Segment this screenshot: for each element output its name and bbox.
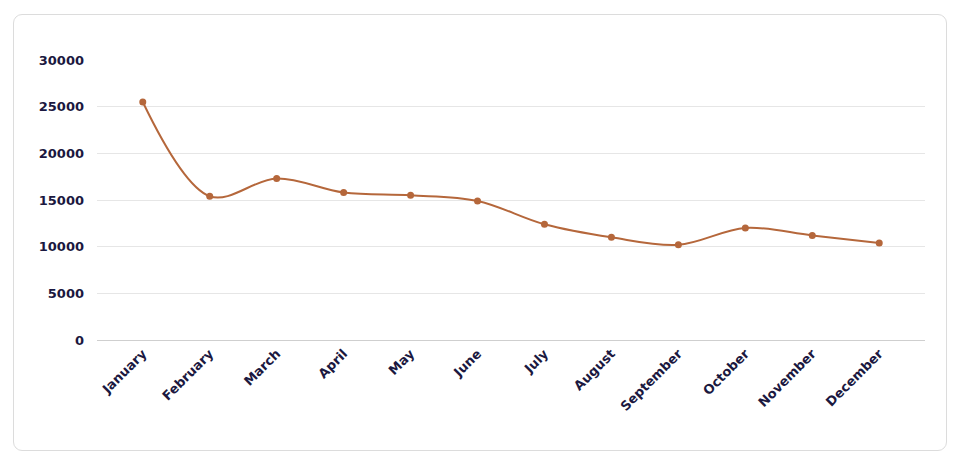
svg-text:June: June: [450, 346, 484, 380]
svg-text:April: April: [315, 346, 350, 381]
svg-text:15000: 15000: [39, 193, 84, 208]
svg-text:January: January: [99, 346, 150, 397]
svg-text:May: May: [386, 346, 418, 378]
svg-text:0: 0: [75, 333, 84, 348]
svg-text:September: September: [617, 346, 685, 414]
svg-text:March: March: [241, 346, 283, 388]
svg-text:November: November: [755, 346, 819, 410]
svg-text:October: October: [700, 346, 752, 398]
svg-text:10000: 10000: [39, 239, 84, 254]
svg-text:30000: 30000: [39, 53, 84, 68]
svg-text:December: December: [823, 346, 886, 409]
svg-text:February: February: [159, 346, 217, 404]
svg-text:August: August: [571, 346, 618, 393]
svg-text:July: July: [521, 346, 552, 377]
svg-text:5000: 5000: [48, 286, 84, 301]
svg-text:20000: 20000: [39, 146, 84, 161]
svg-text:25000: 25000: [39, 99, 84, 114]
